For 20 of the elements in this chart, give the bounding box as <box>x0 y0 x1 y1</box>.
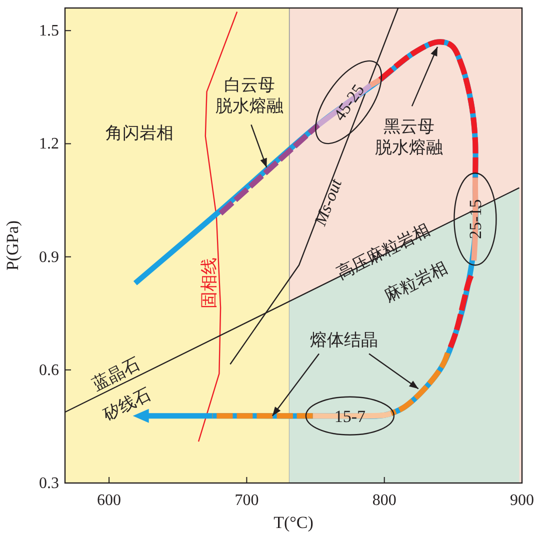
y-tick-label: 0.3 <box>39 475 59 492</box>
annotation: 黑云母脱水熔融 <box>375 117 444 158</box>
annotation: 角闪岩相 <box>105 123 174 142</box>
x-tick-label: 800 <box>372 492 396 509</box>
x-axis-title: T(°C) <box>274 513 314 532</box>
y-axis-title: P(GPa) <box>3 220 22 271</box>
y-tick-label: 0.9 <box>39 248 59 266</box>
annotation: 熔体结晶 <box>310 330 378 350</box>
annotation: 15-7 <box>334 406 366 426</box>
annotation: 白云母脱水熔融 <box>215 76 284 116</box>
x-tick-label: 600 <box>97 492 122 509</box>
x-tick-label: 900 <box>510 492 534 509</box>
x-tick-label: 700 <box>234 492 259 509</box>
annotation: 固相线 <box>200 258 219 309</box>
y-tick-label: 1.5 <box>39 22 59 40</box>
y-tick-label: 0.6 <box>39 362 59 379</box>
annotation: 25-15 <box>466 199 486 239</box>
annotation: 麻粒岩相 <box>381 258 451 306</box>
y-tick-label: 1.2 <box>39 136 59 153</box>
annotation: Ms-out <box>310 175 346 230</box>
